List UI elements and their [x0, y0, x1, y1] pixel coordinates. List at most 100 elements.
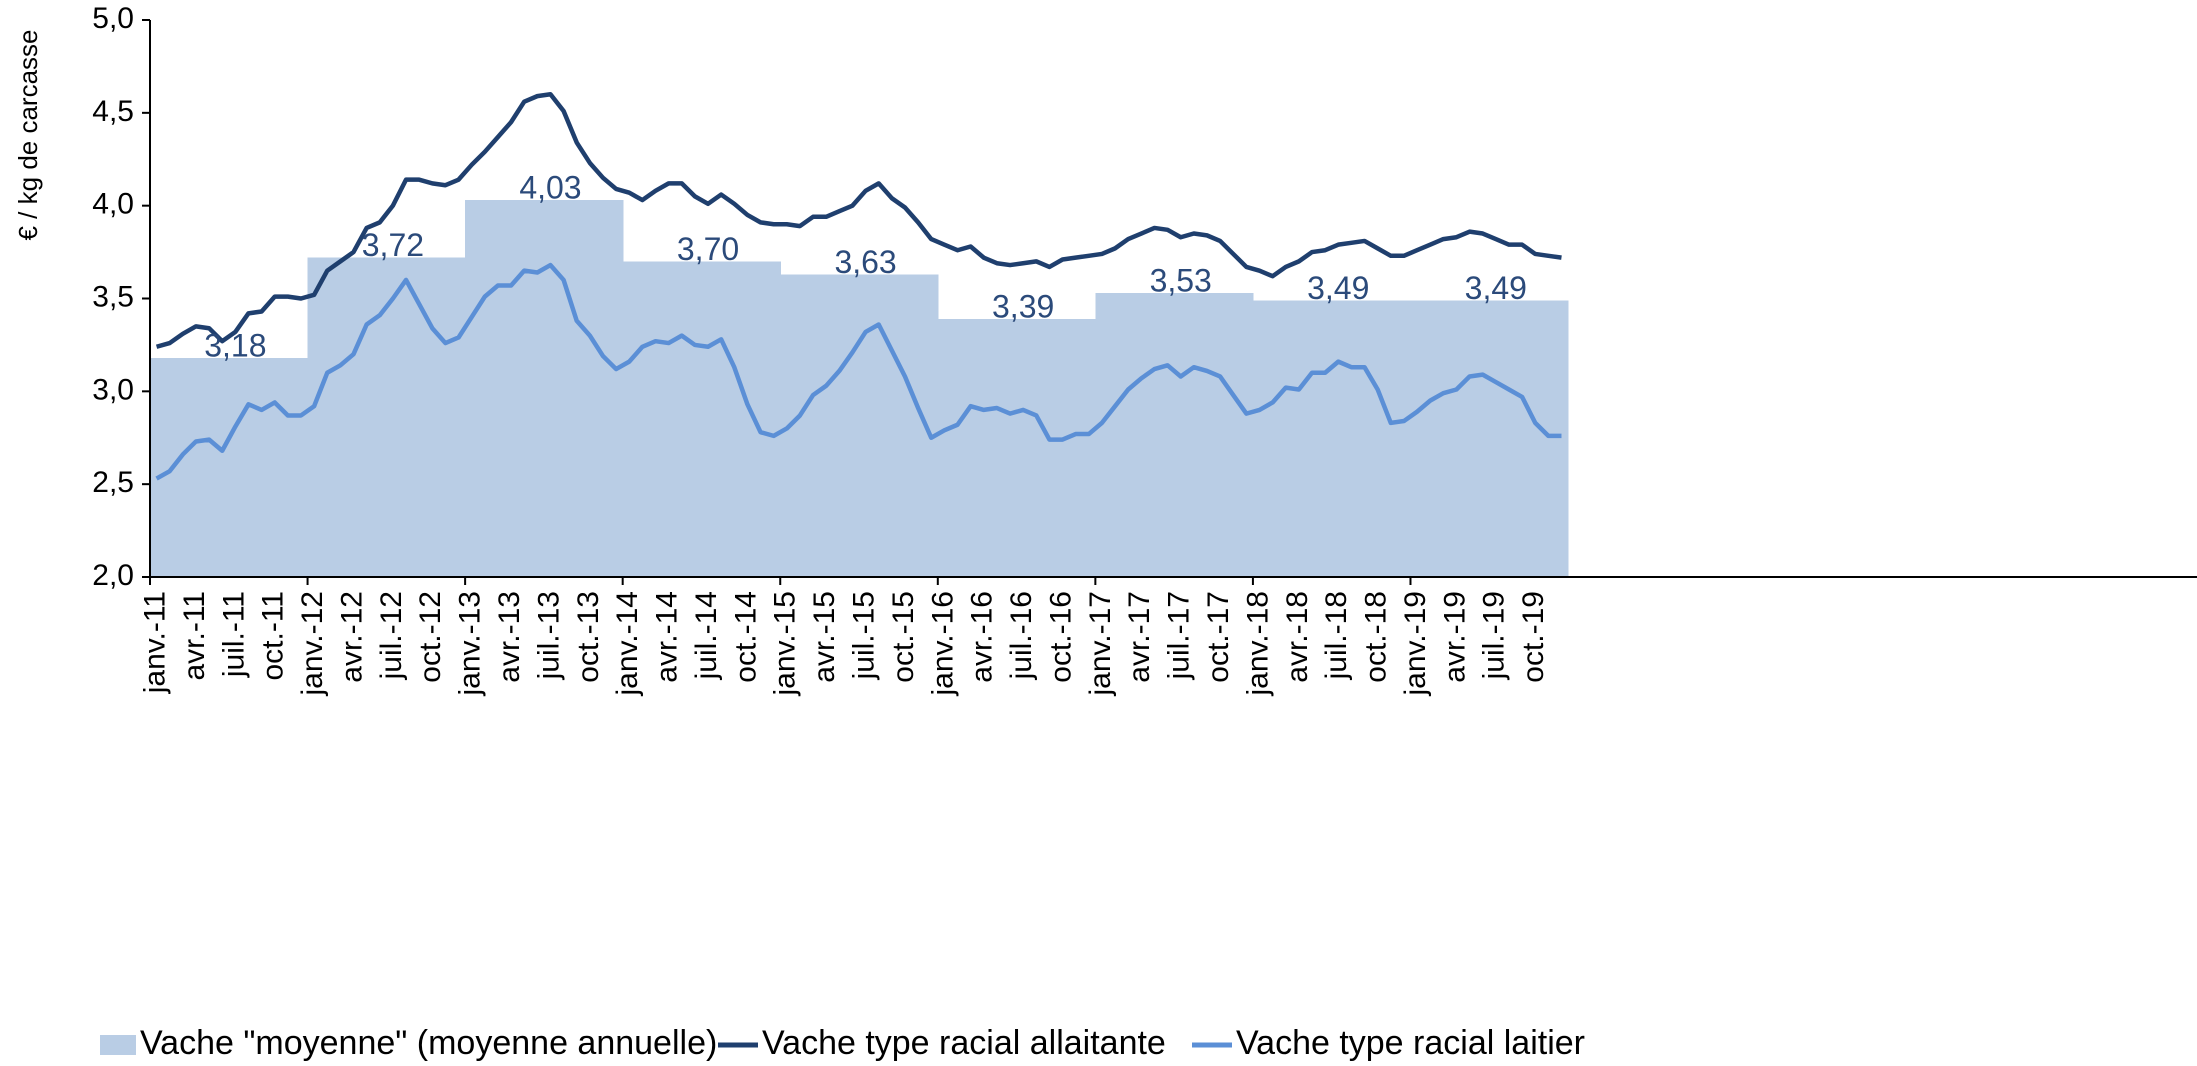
area-step — [1423, 300, 1438, 577]
area-step — [885, 274, 900, 577]
area-step — [1554, 300, 1569, 577]
x-tick-label: janv.-16 — [926, 591, 959, 697]
area-step — [1502, 300, 1517, 577]
area-step — [806, 274, 821, 577]
area-step — [845, 274, 860, 577]
area-step — [1515, 300, 1530, 577]
x-tick-label: oct.-14 — [729, 591, 762, 683]
area-step — [1252, 300, 1267, 577]
x-tick-label: janv.-13 — [454, 591, 487, 697]
area-step — [543, 200, 558, 577]
area-step — [517, 200, 532, 577]
area-step — [1147, 292, 1162, 577]
x-tick-label: oct.-17 — [1202, 591, 1235, 683]
area-step — [1161, 292, 1175, 577]
x-tick-label: janv.-14 — [611, 591, 644, 697]
y-tick-label: 2,5 — [92, 466, 134, 499]
area-step — [386, 257, 401, 577]
x-tick-label: avr.-12 — [335, 591, 368, 683]
area-step — [1108, 292, 1123, 577]
area-step — [360, 257, 374, 577]
area-step — [1279, 300, 1293, 577]
area-step — [320, 257, 335, 577]
area-step — [425, 257, 440, 577]
line — [155, 262, 1562, 481]
area-step — [1174, 292, 1188, 577]
x-tick-label: janv.-11 — [138, 591, 171, 694]
area-step — [793, 274, 808, 577]
area-step — [648, 261, 663, 577]
x-tick-label: avr.-17 — [1123, 591, 1156, 683]
area-step — [1357, 300, 1372, 577]
area-step — [727, 261, 742, 577]
y-tick-label: 4,5 — [92, 95, 134, 128]
x-tick-label: oct.-15 — [887, 591, 920, 683]
area-step — [176, 357, 190, 577]
x-tick-label: juil.-11 — [217, 591, 250, 678]
area-step — [1266, 300, 1280, 577]
legend-swatch — [100, 1035, 136, 1055]
x-tick-label: janv.-18 — [1241, 591, 1274, 697]
area-step — [1055, 318, 1070, 577]
area-step — [412, 257, 427, 577]
area-step — [399, 257, 414, 577]
legend-label: Vache "moyenne" (moyenne annuelle) — [140, 1024, 717, 1062]
x-tick-label: juil.-16 — [1005, 591, 1038, 680]
y-tick-label: 2,0 — [92, 559, 134, 592]
x-tick-label: juil.-13 — [532, 591, 565, 680]
area-step — [1292, 300, 1307, 577]
area-step — [268, 357, 282, 577]
data-label: 4,03 — [519, 170, 581, 206]
area-step — [438, 257, 453, 577]
area-step — [701, 261, 716, 577]
legend-label: Vache type racial allaitante — [762, 1024, 1166, 1062]
area-step — [1042, 318, 1057, 577]
area-step — [832, 274, 847, 577]
y-axis-label: € / kg de carcasse — [13, 30, 43, 241]
area-step — [859, 274, 873, 577]
y-tick-label: 3,5 — [92, 280, 134, 313]
x-tick-label: avr.-11 — [178, 591, 211, 681]
area-step — [1463, 300, 1477, 577]
line — [155, 92, 1562, 349]
area-step — [346, 257, 361, 577]
x-tick-label: juil.-17 — [1163, 591, 1196, 680]
area-step — [753, 261, 768, 577]
y-tick-label: 5,0 — [92, 2, 134, 35]
area-step — [635, 261, 650, 577]
area-step — [1003, 318, 1018, 577]
x-tick-label: avr.-13 — [493, 591, 526, 683]
x-tick-label: oct.-11 — [257, 591, 290, 681]
area-step — [1331, 300, 1346, 577]
x-tick-label: janv.-15 — [769, 591, 802, 697]
area-step — [504, 200, 519, 577]
data-label: 3,49 — [1465, 270, 1527, 306]
x-tick-label: janv.-17 — [1084, 591, 1117, 697]
area-step — [872, 274, 886, 577]
area-step — [622, 261, 637, 577]
data-label: 3,39 — [992, 288, 1054, 324]
area-step — [1318, 300, 1333, 577]
area-step — [740, 261, 755, 577]
area-step — [1476, 300, 1490, 577]
area-step — [294, 357, 309, 577]
area-step — [530, 200, 545, 577]
area-step — [1344, 300, 1359, 577]
area-step — [1489, 300, 1503, 577]
area-step — [1528, 300, 1543, 577]
data-label: 3,70 — [677, 231, 739, 267]
data-label: 3,49 — [1307, 270, 1369, 306]
area-step — [333, 257, 348, 577]
area-step — [924, 274, 939, 577]
area-step — [977, 318, 991, 577]
area-step — [1187, 292, 1201, 577]
area-step — [1239, 292, 1254, 577]
y-tick-label: 4,0 — [92, 188, 134, 221]
x-tick-label: oct.-18 — [1360, 591, 1393, 683]
area-step — [1134, 292, 1149, 577]
area-step — [583, 200, 598, 577]
area-step — [202, 357, 217, 577]
area-step — [1371, 300, 1385, 577]
x-tick-label: avr.-14 — [651, 591, 684, 683]
